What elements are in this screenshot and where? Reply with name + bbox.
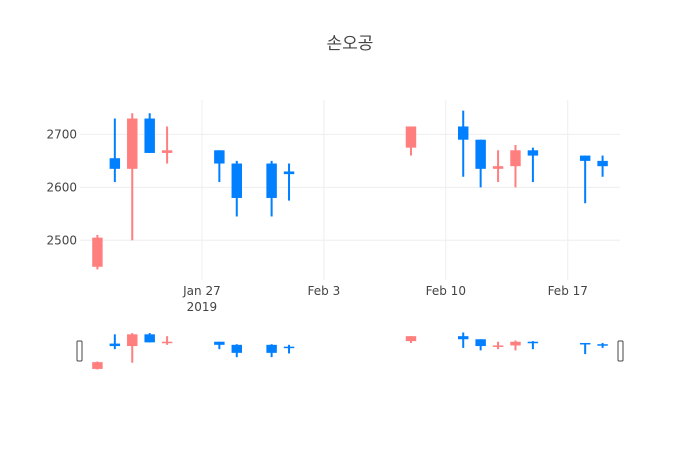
slider-candle — [214, 341, 225, 350]
slider-body — [266, 344, 277, 353]
price-body — [405, 126, 417, 148]
slider-candle — [492, 341, 504, 350]
slider-candle — [527, 341, 539, 350]
price-candle — [161, 126, 173, 164]
slider-body — [597, 344, 608, 346]
price-candle — [475, 139, 486, 188]
slider-body — [127, 334, 138, 347]
x-tick-label: Feb 3 — [308, 284, 341, 298]
slider-candle — [161, 336, 173, 345]
price-candle — [527, 147, 539, 183]
slider-candle — [475, 339, 486, 351]
range-slider-right-handle[interactable] — [617, 340, 624, 362]
x-tick-year-label: 2019 — [187, 300, 218, 314]
slider-body — [492, 345, 504, 347]
chart-title: 손오공 — [327, 34, 374, 54]
slider-body — [579, 342, 591, 345]
price-candle — [510, 145, 521, 188]
slider-body — [527, 341, 539, 344]
price-body — [458, 126, 469, 140]
candle-layer — [92, 110, 608, 270]
slider-body — [475, 339, 486, 347]
price-body — [527, 150, 539, 156]
y-tick-label: 2700 — [46, 127, 77, 141]
slider-candle — [127, 333, 138, 363]
slider-body — [144, 334, 155, 343]
price-candle — [597, 155, 608, 177]
slider-candle — [283, 344, 295, 354]
slider-body — [231, 344, 242, 353]
price-body — [161, 150, 173, 153]
price-body — [92, 237, 103, 267]
price-body — [127, 118, 138, 169]
axis-layer: 2500 2600 2700 Jan 27 2019 Feb 3 Feb 10 Feb 17 — [46, 127, 587, 314]
slider-body — [283, 346, 295, 349]
slider-candle — [458, 332, 469, 348]
price-candle — [458, 110, 469, 177]
price-candle — [109, 118, 121, 183]
range-slider[interactable] — [76, 330, 624, 372]
price-candle — [492, 150, 504, 183]
slider-candle — [405, 336, 417, 343]
price-body — [475, 139, 486, 169]
price-candle — [144, 113, 155, 153]
price-candle — [579, 155, 591, 204]
grid-layer — [80, 100, 620, 280]
price-candle — [405, 126, 417, 156]
slider-candle — [144, 333, 155, 343]
slider-candle — [266, 344, 277, 358]
price-candle — [283, 163, 295, 201]
slider-candle — [231, 344, 242, 358]
price-body — [214, 150, 225, 164]
price-candle — [214, 150, 225, 183]
x-tick-label: Feb 17 — [548, 284, 588, 298]
slider-body — [405, 336, 417, 342]
range-slider-candles — [92, 332, 608, 370]
slider-body — [510, 341, 521, 346]
price-body — [144, 118, 155, 153]
range-slider-left-handle[interactable] — [76, 340, 83, 362]
price-body — [510, 150, 521, 167]
price-candle — [266, 160, 277, 217]
price-candle — [127, 113, 138, 241]
price-body — [597, 160, 608, 167]
slider-body — [161, 341, 173, 344]
slider-body — [214, 341, 225, 345]
price-candle — [231, 160, 242, 217]
y-tick-label: 2500 — [46, 233, 77, 247]
price-body — [266, 163, 277, 198]
price-body — [283, 171, 295, 175]
price-candle — [92, 235, 103, 270]
slider-candle — [92, 361, 103, 370]
slider-candle — [510, 340, 521, 351]
slider-body — [109, 343, 121, 347]
price-body — [492, 166, 504, 169]
slider-candle — [579, 342, 591, 355]
x-tick-label: Feb 10 — [426, 284, 466, 298]
price-body — [109, 158, 121, 169]
slider-candle — [597, 342, 608, 348]
y-tick-label: 2600 — [46, 180, 77, 194]
slider-body — [458, 336, 469, 340]
price-body — [231, 163, 242, 198]
slider-body — [92, 362, 103, 369]
slider-candle — [109, 334, 121, 350]
price-body — [579, 155, 591, 161]
x-tick-label: Jan 27 — [182, 284, 221, 298]
range-slider-background — [80, 330, 620, 372]
